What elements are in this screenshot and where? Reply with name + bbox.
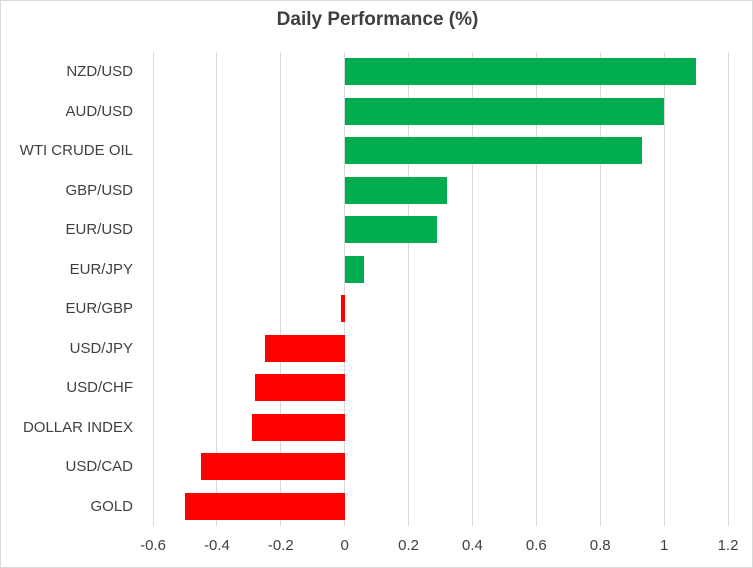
gridline--0.4 [216,52,218,526]
category-label-eur-usd: EUR/USD [65,221,133,238]
bar-eur-usd [344,216,438,244]
x-tick-label-0.6: 0.6 [525,537,547,554]
chart-title: Daily Performance (%) [276,9,479,30]
x-tick-label-1: 1 [659,537,669,554]
bar-usd-chf [255,374,345,402]
bar-aud-usd [344,97,665,125]
category-label-wti-crude-oil: WTI CRUDE OIL [19,142,133,159]
category-label-gbp-usd: GBP/USD [65,181,133,199]
bar-dollar-index [252,413,345,441]
category-label-usd-cad: USD/CAD [65,458,133,475]
gridline-0 [344,52,346,526]
gridline-1.2 [727,52,729,526]
gridline-0.8 [599,52,601,526]
gridline--0.2 [280,52,282,526]
bar-gbp-usd [344,176,447,204]
category-label-eur-jpy: EUR/JPY [69,260,133,278]
x-tick-label-0: 0 [340,537,349,554]
category-label-dollar-index: DOLLAR INDEX [22,418,133,436]
x-tick-label--0.6: -0.6 [140,537,166,554]
x-tick-label--0.2: -0.2 [267,537,294,554]
gridline-0.4 [471,52,473,526]
gridline-0.2 [408,52,410,526]
gridline-1 [663,52,665,526]
bar-eur-jpy [344,255,364,283]
bar-usd-jpy [264,334,345,362]
x-tick-label--0.4: -0.4 [203,537,230,554]
category-label-eur-gbp: EUR/GBP [65,300,133,317]
x-tick-label-0.4: 0.4 [462,537,483,554]
x-tick-label-0.8: 0.8 [589,537,611,554]
bar-usd-cad [200,453,345,481]
bar-gold [184,492,345,520]
gridline-0.6 [535,52,537,526]
category-label-aud-usd: AUD/USD [65,102,133,120]
category-label-usd-jpy: USD/JPY [69,339,133,357]
gridline--0.6 [152,52,154,526]
category-label-gold: GOLD [90,497,133,515]
x-tick-label-0.2: 0.2 [398,537,419,554]
category-label-usd-chf: USD/CHF [66,379,133,396]
x-tick-label-1.2: 1.2 [717,537,739,554]
bar-eur-gbp [341,295,345,323]
bar-wti-crude-oil [344,137,642,165]
bar-nzd-usd [344,58,697,86]
category-label-nzd-usd: NZD/USD [66,63,133,80]
